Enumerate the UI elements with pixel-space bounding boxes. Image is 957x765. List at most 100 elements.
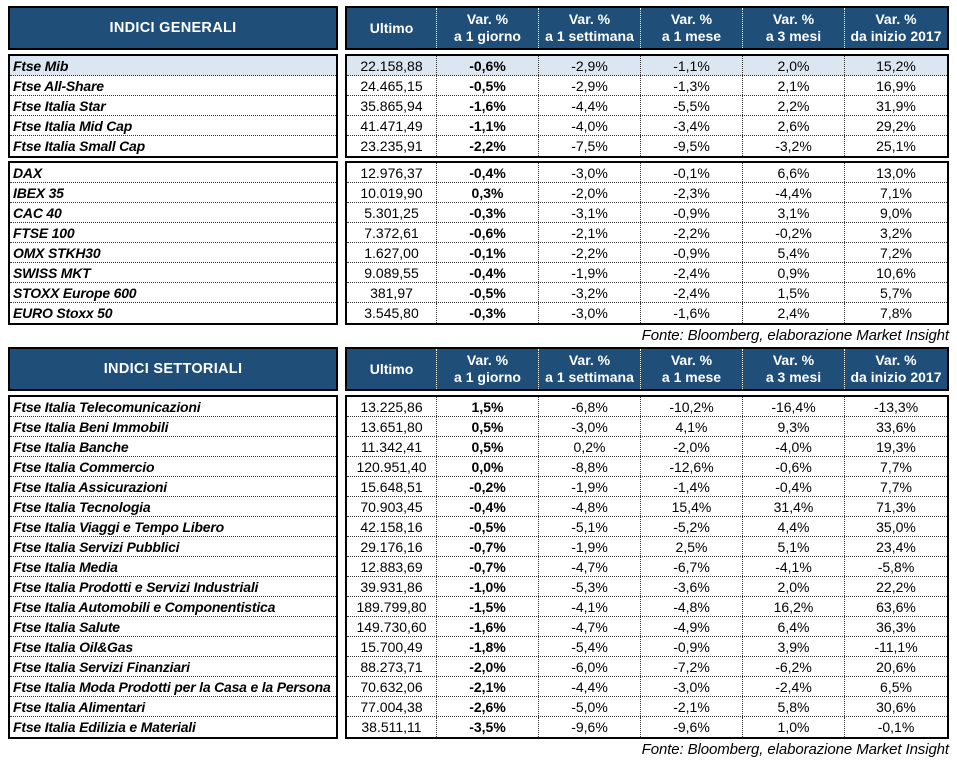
value-cell: 33,6% — [876, 419, 916, 435]
index-values-block: 12.976,37 -0,4% -3,0% -0,1% 6,6% 13,0% 10.019,… — [345, 161, 949, 325]
value-cell: 63,6% — [876, 599, 916, 615]
value-cell: -0,9% — [641, 243, 743, 262]
column-header-line2: da inizio 2017 — [850, 28, 942, 44]
column-header: Var. % a 3 mesi — [743, 349, 845, 389]
value-cell: 15.648,51 — [347, 477, 437, 496]
value-cell: -2,1% — [641, 697, 743, 716]
table-row: 1.627,00 -0,1% -2,2% -0,9% 5,4% 7,2% — [347, 243, 947, 263]
value-cell: 25,1% — [876, 138, 916, 154]
value-cell: -4,4% — [539, 96, 641, 115]
value-cell: 2,5% — [641, 537, 743, 556]
value-cell: 12.883,69 — [347, 557, 437, 576]
table-title: INDICI GENERALI — [8, 6, 338, 50]
table-row: 149.730,60 -1,6% -4,7% -4,9% 6,4% 36,3% — [347, 617, 947, 637]
value-cell: -3,5% — [437, 717, 539, 737]
value-cell: -1,9% — [539, 477, 641, 496]
value-cell: -3,2% — [743, 136, 845, 156]
value-cell: -1,1% — [437, 116, 539, 135]
value-cell: -0,5% — [437, 76, 539, 95]
value-cell: -4,1% — [743, 557, 845, 576]
value-cell: -10,2% — [641, 397, 743, 416]
index-name-cell: Ftse All-Share — [10, 76, 336, 96]
table-row: 42.158,16 -0,5% -5,1% -5,2% 4,4% 35,0% — [347, 517, 947, 537]
table-row: 41.471,49 -1,1% -4,0% -3,4% 2,6% 29,2% — [347, 116, 947, 136]
value-cell: -3,1% — [539, 203, 641, 222]
value-cell: 5,4% — [743, 243, 845, 262]
table-title: INDICI SETTORIALI — [8, 347, 338, 391]
value-cell: -2,4% — [641, 283, 743, 302]
column-header: Var. % a 1 giorno — [437, 8, 539, 48]
value-cell: 15.700,49 — [347, 637, 437, 656]
value-cell: 6,6% — [743, 163, 845, 182]
value-cell: -5,2% — [641, 517, 743, 536]
value-cell: -9,6% — [539, 717, 641, 737]
value-cell: -1,6% — [437, 96, 539, 115]
column-header-line2: a 1 settimana — [545, 28, 634, 44]
value-cell: 13,0% — [876, 165, 916, 181]
value-cell: -0,9% — [641, 203, 743, 222]
value-cell: -2,9% — [539, 56, 641, 75]
value-cell: -6,7% — [641, 557, 743, 576]
index-name-cell: Ftse Italia Assicurazioni — [10, 477, 336, 497]
column-headers: Ultimo Var. % a 1 giorno Var. % a 1 settiman… — [345, 347, 949, 391]
table-header-row: INDICI SETTORIALI Ultimo Var. % a 1 giorno… — [8, 347, 949, 391]
value-cell: -3,0% — [641, 677, 743, 696]
table-row: 13.651,80 0,5% -3,0% 4,1% 9,3% 33,6% — [347, 417, 947, 437]
value-cell: -6,0% — [539, 657, 641, 676]
value-cell: 7,7% — [880, 479, 912, 495]
value-cell: -2,0% — [437, 657, 539, 676]
value-cell: -6,2% — [743, 657, 845, 676]
column-header-line1: Ultimo — [369, 360, 414, 377]
value-cell: -2,9% — [539, 76, 641, 95]
index-name-cell: Ftse Italia Tecnologia — [10, 497, 336, 517]
value-cell: -2,2% — [641, 223, 743, 242]
value-cell: -2,4% — [641, 263, 743, 282]
value-cell: -0,2% — [743, 223, 845, 242]
value-cell: -12,6% — [641, 457, 743, 476]
value-cell: 20,6% — [876, 659, 916, 675]
column-header: Var. % da inizio 2017 — [845, 349, 947, 389]
value-cell: -7,2% — [641, 657, 743, 676]
value-cell: 7,2% — [880, 245, 912, 261]
value-cell: 0,9% — [743, 263, 845, 282]
column-headers: Ultimo Var. % a 1 giorno Var. % a 1 settiman… — [345, 6, 949, 50]
index-name-cell: OMX STKH30 — [10, 243, 336, 263]
value-cell: -2,4% — [743, 677, 845, 696]
index-name-cell: DAX — [10, 163, 336, 183]
value-cell: -1,9% — [539, 537, 641, 556]
value-cell: -4,4% — [539, 677, 641, 696]
index-name-cell: Ftse Italia Mid Cap — [10, 116, 336, 136]
value-cell: 7.372,61 — [347, 223, 437, 242]
value-cell: -3,0% — [539, 303, 641, 323]
column-header-line2: a 1 mese — [661, 369, 722, 385]
value-cell: 6,4% — [743, 617, 845, 636]
value-cell: -8,8% — [539, 457, 641, 476]
column-header-line2: a 1 mese — [661, 28, 722, 44]
index-name-cell: Ftse Italia Moda Prodotti per la Casa e … — [10, 677, 336, 697]
index-name-cell: Ftse Italia Servizi Pubblici — [10, 537, 336, 557]
table-row: 39.931,86 -1,0% -5,3% -3,6% 2,0% 22,2% — [347, 577, 947, 597]
table-body: Ftse Mib Ftse All-Share Ftse Italia Star Ft… — [8, 54, 949, 325]
column-header-line1: Var. % — [670, 11, 713, 27]
value-cell: -0,1% — [877, 719, 915, 735]
value-cell: -4,7% — [539, 557, 641, 576]
index-name-cell: Ftse Italia Star — [10, 96, 336, 116]
column-header: Ultimo — [347, 349, 437, 389]
column-header-line1: Var. % — [466, 352, 509, 368]
value-cell: 4,4% — [743, 517, 845, 536]
value-cell: 381,97 — [347, 283, 437, 302]
source-note: Fonte: Bloomberg, elaborazione Market In… — [641, 327, 949, 344]
value-cell: -1,6% — [641, 303, 743, 323]
value-cell: 5,8% — [743, 697, 845, 716]
index-name-column: Ftse Italia Telecomunicazioni Ftse Italia… — [8, 395, 338, 739]
value-cell: -1,0% — [437, 577, 539, 596]
index-name-cell: Ftse Italia Salute — [10, 617, 336, 637]
value-cell: -16,4% — [743, 397, 845, 416]
value-cell: -3,0% — [539, 163, 641, 182]
index-values-block: 22.158,88 -0,6% -2,9% -1,1% 2,0% 15,2% 24.465,… — [345, 54, 949, 158]
column-header: Var. % a 1 mese — [641, 8, 743, 48]
value-cell: 7,7% — [880, 459, 912, 475]
row-group: DAX IBEX 35 CAC 40 FTSE 100 OMX STKH30 SWISS … — [8, 161, 949, 325]
value-cell: 16,9% — [876, 78, 916, 94]
value-cell: 19,3% — [876, 439, 916, 455]
